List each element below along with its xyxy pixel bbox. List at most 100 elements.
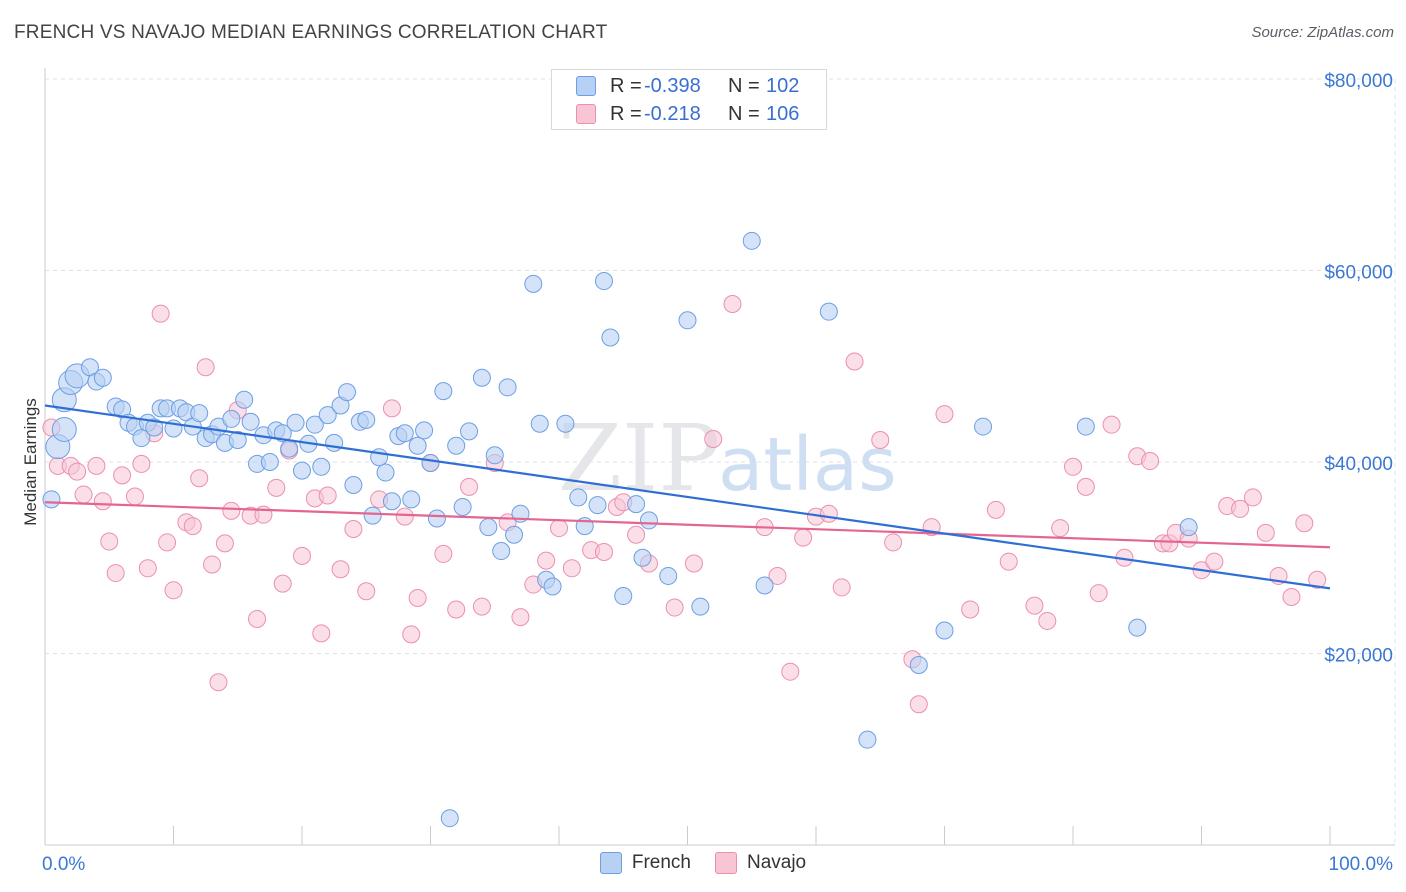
legend-r-label: R = — [610, 102, 642, 125]
navajo-point — [318, 486, 337, 505]
watermark: ZIP atlas — [558, 405, 897, 512]
french-point — [325, 433, 344, 452]
french-point — [594, 272, 613, 291]
navajo-point — [704, 430, 723, 449]
french-point — [145, 418, 164, 437]
navajo-point — [723, 295, 742, 314]
legend-n-label: N = — [728, 74, 760, 97]
navajo-point — [434, 544, 453, 563]
french-point — [132, 429, 151, 448]
navajo-point — [794, 528, 813, 547]
french-point — [51, 416, 77, 442]
navajo-point — [684, 554, 703, 573]
french-points — [42, 231, 1198, 828]
french-point — [1128, 618, 1147, 637]
navajo-point — [74, 485, 93, 504]
legend-row-navajo: R = -0.218 N = 106 — [576, 101, 799, 127]
navajo-point — [395, 507, 414, 526]
french-point — [627, 495, 646, 514]
navajo-point — [511, 608, 530, 627]
french-point — [935, 621, 954, 640]
y-tick-label: $20,000 — [1324, 646, 1393, 667]
navajo-point — [138, 559, 157, 578]
french-point — [614, 587, 633, 606]
navajo-point — [961, 600, 980, 619]
y-tick-label: $60,000 — [1324, 263, 1393, 284]
source-label: Source: ZipAtlas.com — [1251, 24, 1394, 41]
french-point — [569, 488, 588, 507]
navajo-point — [665, 598, 684, 617]
french-swatch — [599, 852, 622, 874]
french-swatch — [576, 76, 596, 96]
navajo-point — [1038, 611, 1057, 630]
trend-lines — [44, 404, 1331, 590]
french-point — [556, 414, 575, 433]
navajo-point — [183, 517, 202, 536]
french-point — [492, 542, 511, 561]
navajo-point — [190, 469, 209, 488]
french-point — [819, 302, 838, 321]
navajo-point — [550, 519, 568, 538]
navajo-point — [1102, 415, 1121, 434]
navajo-point — [196, 358, 215, 377]
navajo-point — [158, 533, 177, 552]
navajo-point — [1295, 514, 1314, 533]
french-point — [858, 730, 877, 749]
french-point — [460, 422, 479, 441]
french-point — [472, 368, 491, 387]
navajo-point — [68, 462, 87, 481]
french-point — [337, 383, 356, 402]
french-point — [434, 382, 453, 401]
french-point — [42, 490, 61, 509]
french-point — [376, 463, 395, 482]
navajo-point — [93, 492, 112, 511]
legend-item-french[interactable]: French — [599, 852, 691, 874]
navajo-point — [768, 566, 787, 585]
navajo-point — [909, 695, 928, 714]
french-point — [408, 436, 427, 455]
french-point — [357, 410, 376, 429]
navajo-point — [357, 582, 376, 601]
french-point — [363, 506, 382, 525]
navajo-point — [382, 399, 401, 418]
french-point — [273, 424, 292, 443]
navajo-point — [106, 564, 125, 583]
navajo-point — [125, 487, 144, 506]
navajo-point — [537, 551, 556, 570]
french-point — [1076, 417, 1095, 436]
french-point — [588, 496, 607, 515]
y-axis-title: Median Earnings — [21, 398, 40, 526]
navajo-point — [248, 610, 267, 629]
navajo-point — [1256, 523, 1275, 542]
french-point — [974, 417, 993, 436]
french-point — [691, 597, 710, 616]
navajo-point — [1205, 552, 1224, 571]
navajo-point — [845, 352, 864, 371]
navajo-point — [132, 454, 151, 473]
french-point — [505, 525, 524, 544]
french-point — [447, 436, 466, 455]
legend-label-french: French — [631, 852, 691, 873]
navajo-point — [1089, 584, 1108, 603]
french-point — [312, 457, 331, 476]
french-point — [344, 475, 363, 494]
navajo-point — [312, 624, 331, 643]
navajo-point — [267, 478, 286, 497]
series-legend: French Navajo — [0, 852, 1406, 874]
french-point — [678, 311, 697, 330]
navajo-point — [562, 559, 581, 578]
navajo-point — [819, 504, 838, 523]
navajo-point — [151, 304, 170, 323]
y-tick-label: $80,000 — [1324, 71, 1393, 92]
navajo-point — [408, 588, 427, 607]
french-point — [427, 509, 446, 528]
navajo-point — [1051, 519, 1070, 538]
navajo-point — [781, 662, 800, 681]
navajo-point — [402, 625, 421, 644]
navajo-point — [986, 500, 1005, 519]
navajo-point — [293, 546, 311, 565]
navajo-point — [460, 477, 479, 496]
french-point — [742, 231, 761, 250]
french-point — [382, 492, 401, 511]
legend-item-navajo[interactable]: Navajo — [714, 852, 806, 874]
